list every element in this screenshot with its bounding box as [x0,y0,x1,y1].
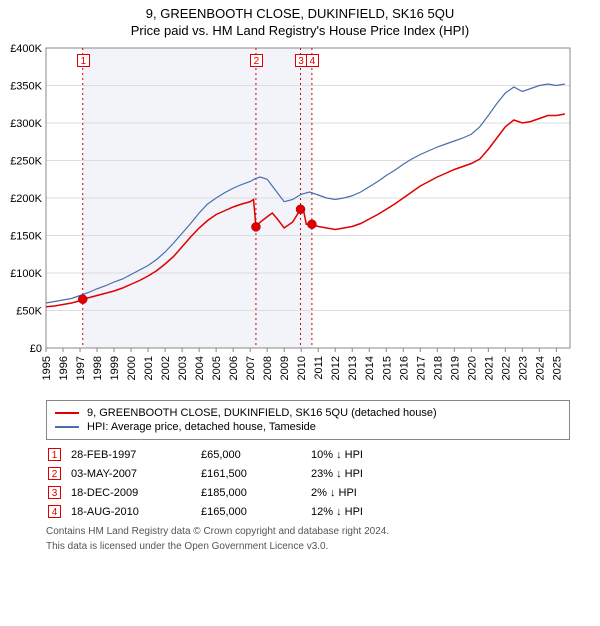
svg-text:2020: 2020 [466,356,478,380]
legend-swatch-red [55,412,79,414]
svg-text:£0: £0 [30,343,42,355]
svg-text:2019: 2019 [449,356,461,380]
legend-label: 9, GREENBOOTH CLOSE, DUKINFIELD, SK16 5Q… [87,407,437,419]
sale-price: £65,000 [201,446,309,463]
legend-label: HPI: Average price, detached house, Tame… [87,421,316,433]
svg-text:2024: 2024 [534,356,546,380]
svg-text:2017: 2017 [415,356,427,380]
svg-text:2025: 2025 [551,356,563,380]
sale-price: £185,000 [201,484,309,501]
sale-date: 18-AUG-2010 [71,503,199,520]
sale-date: 03-MAY-2007 [71,465,199,482]
svg-text:2006: 2006 [228,356,240,380]
svg-text:2023: 2023 [517,356,529,380]
sale-marker-box: 1 [48,448,61,461]
table-row: 3 18-DEC-2009£185,0002% ↓ HPI [48,484,371,501]
svg-text:2014: 2014 [364,356,376,380]
svg-text:2003: 2003 [177,356,189,380]
sale-pct: 10% ↓ HPI [311,446,371,463]
legend-swatch-blue [55,426,79,428]
sale-marker-box: 4 [48,505,61,518]
svg-text:2002: 2002 [160,356,172,380]
svg-text:1999: 1999 [109,356,121,380]
sale-date: 18-DEC-2009 [71,484,199,501]
svg-text:2022: 2022 [500,356,512,380]
chart-marker-box: 1 [77,54,90,67]
address-title: 9, GREENBOOTH CLOSE, DUKINFIELD, SK16 5Q… [0,6,600,21]
sale-date: 28-FEB-1997 [71,446,199,463]
legend-item: 9, GREENBOOTH CLOSE, DUKINFIELD, SK16 5Q… [55,407,561,419]
svg-text:2007: 2007 [245,356,257,380]
svg-text:2015: 2015 [381,356,393,380]
sale-pct: 2% ↓ HPI [311,484,371,501]
svg-text:2021: 2021 [483,356,495,380]
sale-pct: 12% ↓ HPI [311,503,371,520]
table-row: 2 03-MAY-2007£161,50023% ↓ HPI [48,465,371,482]
svg-text:2018: 2018 [432,356,444,380]
svg-text:2000: 2000 [126,356,138,380]
footer-line: Contains HM Land Registry data © Crown c… [46,526,570,537]
sale-marker-box: 3 [48,486,61,499]
svg-text:1996: 1996 [58,356,70,380]
svg-text:1998: 1998 [92,356,104,380]
svg-text:£400K: £400K [10,43,42,55]
svg-text:£200K: £200K [10,193,42,205]
sale-pct: 23% ↓ HPI [311,465,371,482]
subtitle: Price paid vs. HM Land Registry's House … [0,23,600,38]
legend: 9, GREENBOOTH CLOSE, DUKINFIELD, SK16 5Q… [46,400,570,440]
table-row: 4 18-AUG-2010£165,00012% ↓ HPI [48,503,371,520]
svg-text:1995: 1995 [41,356,53,380]
svg-text:£350K: £350K [10,81,42,93]
sale-price: £165,000 [201,503,309,520]
chart-marker-box: 2 [250,54,263,67]
footer-line: This data is licensed under the Open Gov… [46,541,570,552]
sales-table: 1 28-FEB-1997£65,00010% ↓ HPI 2 03-MAY-2007… [46,444,373,522]
price-chart: £0 £50K £100K £150K £200K £250K £300K £350K £400… [0,42,600,394]
svg-text:2005: 2005 [211,356,223,380]
svg-text:2008: 2008 [262,356,274,380]
table-row: 1 28-FEB-1997£65,00010% ↓ HPI [48,446,371,463]
sale-marker-box: 2 [48,467,61,480]
svg-text:1997: 1997 [75,356,87,380]
chart-marker-box: 4 [306,54,319,67]
svg-text:£50K: £50K [16,306,42,318]
svg-text:2009: 2009 [279,356,291,380]
svg-text:£250K: £250K [10,156,42,168]
legend-item: HPI: Average price, detached house, Tame… [55,421,561,433]
svg-text:2010: 2010 [296,356,308,380]
svg-text:2012: 2012 [330,356,342,380]
sale-price: £161,500 [201,465,309,482]
svg-text:£100K: £100K [10,268,42,280]
svg-text:2016: 2016 [398,356,410,380]
svg-text:2004: 2004 [194,356,206,380]
svg-text:£150K: £150K [10,231,42,243]
svg-text:2001: 2001 [143,356,155,380]
svg-text:£300K: £300K [10,118,42,130]
svg-text:2011: 2011 [313,356,325,380]
svg-text:2013: 2013 [347,356,359,380]
